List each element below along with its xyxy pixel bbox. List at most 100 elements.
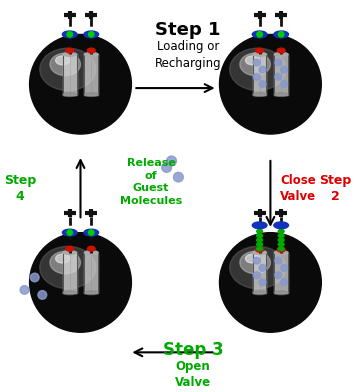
Ellipse shape — [56, 254, 70, 263]
Ellipse shape — [63, 291, 76, 295]
Circle shape — [67, 32, 73, 37]
Ellipse shape — [84, 291, 98, 295]
Ellipse shape — [40, 48, 96, 91]
Bar — [274, 54, 288, 94]
Ellipse shape — [274, 291, 288, 295]
Ellipse shape — [256, 48, 264, 53]
Ellipse shape — [257, 234, 263, 238]
Text: Step
2: Step 2 — [319, 174, 351, 203]
Ellipse shape — [253, 53, 267, 56]
Ellipse shape — [274, 31, 289, 38]
Circle shape — [281, 66, 287, 73]
Ellipse shape — [240, 53, 270, 76]
Text: Open
Valve: Open Valve — [175, 360, 211, 389]
Ellipse shape — [84, 229, 99, 236]
Bar — [84, 54, 98, 94]
Ellipse shape — [63, 53, 76, 56]
Ellipse shape — [62, 31, 77, 38]
Ellipse shape — [63, 93, 76, 96]
Ellipse shape — [253, 251, 267, 254]
Bar — [63, 252, 76, 293]
Circle shape — [279, 32, 284, 37]
Ellipse shape — [257, 238, 263, 242]
Ellipse shape — [278, 234, 284, 238]
Circle shape — [88, 32, 94, 37]
Ellipse shape — [274, 222, 289, 229]
Circle shape — [257, 32, 262, 37]
Circle shape — [253, 74, 260, 80]
Ellipse shape — [62, 229, 77, 236]
Ellipse shape — [245, 56, 260, 65]
Circle shape — [38, 290, 47, 299]
Circle shape — [281, 279, 287, 286]
Bar — [253, 252, 267, 293]
Ellipse shape — [278, 229, 284, 233]
Ellipse shape — [278, 247, 284, 250]
Ellipse shape — [66, 246, 74, 251]
Circle shape — [275, 74, 282, 80]
Circle shape — [253, 59, 260, 66]
Bar — [84, 252, 98, 293]
Ellipse shape — [257, 247, 263, 250]
Ellipse shape — [87, 246, 95, 251]
Bar — [63, 54, 76, 94]
Ellipse shape — [230, 48, 286, 91]
Bar — [253, 54, 267, 94]
Ellipse shape — [253, 291, 267, 295]
Ellipse shape — [40, 246, 96, 289]
Ellipse shape — [84, 251, 98, 254]
Text: Close
Valve: Close Valve — [280, 174, 316, 203]
Ellipse shape — [50, 251, 80, 274]
Circle shape — [281, 81, 287, 87]
Circle shape — [88, 230, 94, 235]
Circle shape — [219, 34, 321, 134]
Text: Step
4: Step 4 — [4, 174, 36, 203]
Ellipse shape — [277, 48, 285, 53]
Circle shape — [275, 257, 282, 264]
Circle shape — [275, 272, 282, 278]
Circle shape — [259, 279, 266, 286]
Ellipse shape — [257, 225, 263, 229]
Circle shape — [253, 257, 260, 264]
Ellipse shape — [257, 229, 263, 233]
Circle shape — [173, 172, 183, 182]
Circle shape — [67, 230, 73, 235]
Circle shape — [20, 286, 29, 294]
Ellipse shape — [257, 243, 263, 246]
Ellipse shape — [240, 251, 270, 274]
Ellipse shape — [274, 53, 288, 56]
Text: Release
of
Guest
Molecules: Release of Guest Molecules — [120, 158, 182, 205]
Circle shape — [30, 273, 39, 282]
Ellipse shape — [63, 251, 76, 254]
Ellipse shape — [252, 222, 267, 229]
Ellipse shape — [84, 53, 98, 56]
Circle shape — [259, 81, 266, 87]
Circle shape — [275, 59, 282, 66]
Ellipse shape — [253, 93, 267, 96]
Ellipse shape — [252, 31, 267, 38]
Ellipse shape — [87, 48, 95, 53]
Ellipse shape — [84, 93, 98, 96]
Bar — [274, 252, 288, 293]
Ellipse shape — [230, 246, 286, 289]
Ellipse shape — [66, 48, 74, 53]
Ellipse shape — [50, 53, 80, 76]
Ellipse shape — [274, 251, 288, 254]
Circle shape — [259, 265, 266, 271]
Circle shape — [162, 163, 172, 172]
Circle shape — [30, 34, 131, 134]
Text: Loading or
Recharging: Loading or Recharging — [155, 40, 222, 70]
Circle shape — [30, 233, 131, 332]
Circle shape — [281, 265, 287, 271]
Ellipse shape — [84, 31, 99, 38]
Ellipse shape — [245, 254, 260, 263]
Ellipse shape — [278, 238, 284, 242]
Circle shape — [219, 233, 321, 332]
Ellipse shape — [278, 225, 284, 229]
Circle shape — [259, 66, 266, 73]
Text: Step 1: Step 1 — [155, 21, 221, 39]
Ellipse shape — [56, 56, 70, 65]
Ellipse shape — [256, 247, 264, 252]
Ellipse shape — [277, 247, 285, 252]
Circle shape — [253, 272, 260, 278]
